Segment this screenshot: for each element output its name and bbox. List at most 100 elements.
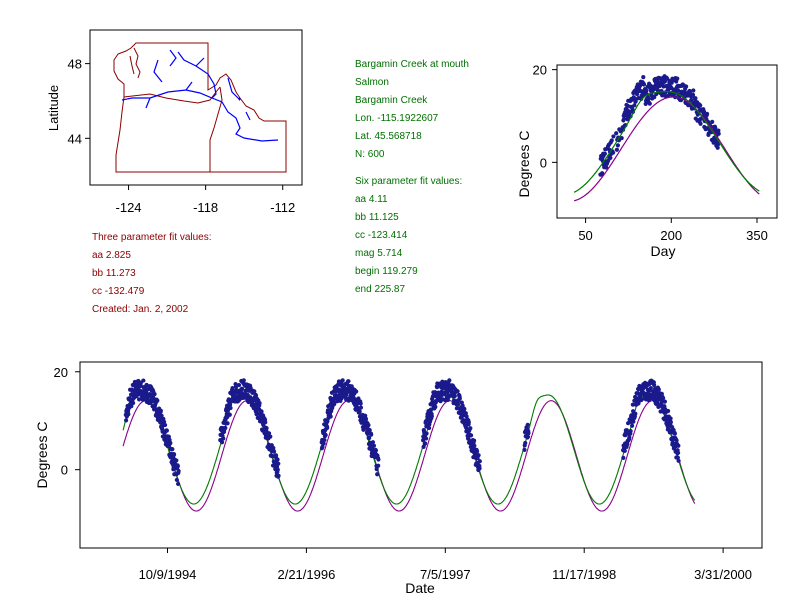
annual-observed-point (689, 97, 694, 102)
timeseries-observed-point (370, 446, 375, 451)
map-rivers (121, 49, 279, 142)
annual-observed-point (698, 121, 703, 126)
timeseries-observed-point (228, 405, 233, 411)
timeseries-observed-point (526, 431, 531, 436)
timeseries-observed-point (367, 428, 372, 433)
annual-observed-point (615, 143, 621, 148)
timeseries-observed-point (171, 452, 177, 457)
timeseries-observed-point (628, 428, 633, 434)
map-tributaries (145, 49, 251, 121)
timeseries-observed-point (672, 431, 677, 436)
timeseries-observed-point (225, 421, 230, 426)
annual-y-tick-label: 20 (533, 63, 547, 78)
timeseries-observed-point (126, 412, 131, 417)
timeseries-observed-point (424, 431, 429, 436)
site-info-block: Bargamin Creek at mouth Salmon Bargamin … (355, 56, 469, 164)
three-param-cc: cc -132.479 (92, 286, 145, 297)
timeseries-observed-point (239, 386, 245, 391)
timeseries-observed-point (445, 390, 450, 395)
timeseries-observed-point (227, 402, 233, 407)
annual-frame (556, 64, 778, 219)
timeseries-observed-point (145, 387, 150, 392)
timeseries-observed-point (375, 472, 380, 477)
timeseries-observed-point (136, 397, 142, 402)
map-x-tick-label: -124 (116, 200, 142, 215)
timeseries-observed-point (170, 447, 175, 452)
annual-observed-point (614, 147, 619, 152)
timeseries-observed-point (447, 378, 452, 383)
timeseries-observed-point (661, 395, 666, 401)
annual-x-tick-label: 350 (746, 228, 768, 243)
annual-observed-point (716, 131, 721, 136)
annual-observed-point (600, 171, 605, 176)
timeseries-observed-point (462, 406, 467, 411)
timeseries-observed-point (373, 448, 379, 453)
timeseries-observed-point (366, 423, 371, 428)
timeseries-observed-point (325, 419, 330, 424)
timeseries-observed-point (176, 468, 181, 474)
timeseries-observed-point (648, 385, 653, 391)
site-stream: Bargamin Creek (355, 95, 428, 106)
annual-chart: 50 200 350 0 20 Day Degrees C (516, 63, 778, 259)
timeseries-observed-point (622, 448, 627, 453)
timeseries-observed-point (652, 382, 657, 388)
map-snake-river (211, 97, 279, 142)
map-chart: Latitude -124 -118 -112 44 48 (46, 29, 303, 215)
timeseries-observed-point (354, 389, 359, 394)
annual-observed-point (715, 145, 720, 150)
timeseries-observed-point (175, 464, 180, 469)
timeseries-observed-point (476, 453, 481, 458)
timeseries-observed-point (241, 378, 246, 383)
timeseries-observed-point (158, 408, 163, 413)
timeseries-observed-point (429, 414, 434, 419)
annual-observed-point (641, 75, 646, 80)
timeseries-observed-point (468, 433, 474, 438)
timeseries-x-tick-label: 7/5/1997 (420, 567, 471, 582)
timeseries-observed-point (374, 466, 379, 472)
timeseries-observed-point (174, 477, 179, 483)
annual-ylabel: Degrees C (516, 131, 532, 198)
six-param-block: Six parameter fit values: aa 4.11 bb 11.… (355, 173, 462, 299)
timeseries-axes: 10/9/1994 2/21/1996 7/5/1997 11/17/1998 3/31… (54, 365, 752, 582)
timeseries-observed-point (472, 443, 477, 448)
timeseries-observed-point (668, 416, 673, 421)
timeseries-observed-point (666, 408, 671, 414)
timeseries-observed-point (263, 420, 268, 425)
timeseries-observed-point (266, 431, 272, 436)
timeseries-observed-point (276, 473, 281, 478)
annual-observed-point (641, 82, 647, 87)
annual-observed-point (639, 96, 644, 102)
annual-x-tick-label: 50 (578, 228, 592, 243)
timeseries-observed-point (477, 459, 482, 464)
timeseries-observed-point (123, 418, 129, 423)
annual-observed-point (646, 96, 651, 101)
annual-observed-point (614, 131, 619, 136)
annual-observed-point (715, 142, 721, 147)
map-puget-sound (129, 47, 141, 79)
timeseries-observed-point (276, 461, 281, 466)
timeseries-observed-point (468, 426, 473, 431)
timeseries-observed-point (455, 402, 461, 407)
annual-observed-point (647, 101, 652, 106)
annual-y-tick-label: 0 (540, 155, 547, 170)
timeseries-observed-point (676, 450, 681, 455)
annual-observed-point (693, 96, 698, 101)
timeseries-observed-point (257, 401, 262, 406)
three-param-header: Three parameter fit values: (92, 232, 212, 243)
timeseries-observed-point (477, 466, 482, 471)
timeseries-x-tick-label: 2/21/1996 (277, 567, 335, 582)
timeseries-observed-point (370, 440, 376, 445)
timeseries-observed-point (162, 422, 168, 428)
timeseries-six-param-curve (122, 394, 696, 505)
timeseries-observed-point (164, 428, 169, 433)
annual-observed-point (644, 88, 649, 93)
timeseries-observed-point (155, 398, 160, 403)
timeseries-observed-point (152, 392, 157, 397)
three-param-bb: bb 11.273 (92, 268, 136, 279)
annual-observed-point (602, 151, 607, 156)
timeseries-observed-point (221, 436, 226, 441)
timeseries-observed-point (361, 427, 366, 432)
timeseries-observed-point (369, 432, 374, 437)
timeseries-observed-point (656, 387, 661, 392)
annual-plot (573, 74, 760, 202)
